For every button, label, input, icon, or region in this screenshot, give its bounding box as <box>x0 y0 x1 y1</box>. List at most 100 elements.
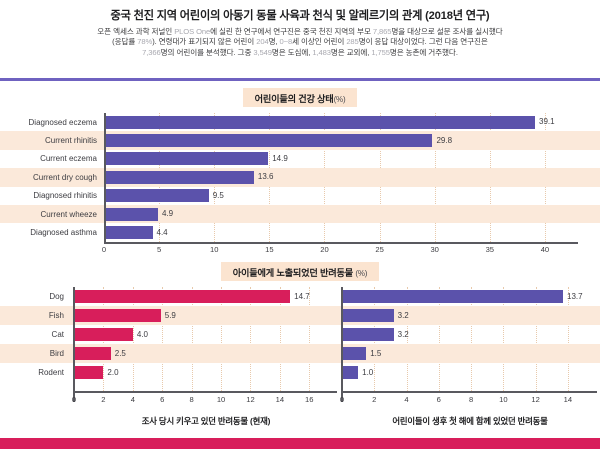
stat-response-rate: 78% <box>137 37 153 47</box>
chart1-plot-area: Diagnosed eczema 39.1 Current rhinitis 29.8… <box>0 113 600 244</box>
chart1-category-label: Current eczema <box>40 154 97 164</box>
chart2-gridline <box>438 287 440 391</box>
chart2-tick-label: 0 <box>339 395 345 404</box>
chart1-bar <box>104 225 153 239</box>
chart2-tick-label: 14 <box>275 395 285 404</box>
chart2-value-label: 1.0 <box>362 367 374 377</box>
chart1-bar-row: Diagnosed asthma 4.4 <box>0 223 600 241</box>
chart1-bar <box>104 133 433 147</box>
chart2-bar-row: Fish 5.9 3.2 <box>0 306 600 325</box>
chart2-tick-label: 14 <box>563 395 573 404</box>
chart2-bar <box>74 309 161 322</box>
subtitle-text: 명은 도심에, <box>271 47 313 57</box>
chart2-panel-first-year-pets: 1.5 <box>340 344 600 363</box>
subtitle-line-1: 오픈 엑세스 과학 저널인 PLOS One에 실린 한 연구에서 연구진은 중… <box>18 27 582 37</box>
chart2-banner-wrap: 아이들에게 노출되었던 반려동물 (%) <box>0 262 600 281</box>
page-title: 중국 천진 지역 어린이의 아동기 동물 사육과 천식 및 알레르기의 관계 (… <box>110 10 490 22</box>
chart2-bar-row: Rodent 2.0 1.0 <box>0 363 600 382</box>
chart2-tick-label: 2 <box>372 395 377 404</box>
chart2-bar-row: Bird 2.5 1.5 <box>0 344 600 363</box>
chart2-value-label: 4.0 <box>136 329 148 339</box>
chart2-x-axis <box>73 391 337 393</box>
chart1-bar-row: Current wheeze 4.9 <box>0 204 600 224</box>
chart1-tick-label: 15 <box>265 245 274 254</box>
chart2-unit: (%) <box>355 268 368 278</box>
chart2-panel-current-pets: 14.7 <box>72 287 340 306</box>
header: 중국 천진 지역 어린이의 아동기 동물 사육과 천식 및 알레르기의 관계 (… <box>0 0 600 58</box>
chart1-unit: (%) <box>333 94 346 104</box>
chart1-bar <box>104 152 269 166</box>
stat-suburban: 1,483 <box>312 47 331 57</box>
stat-over-age: 285 <box>346 37 359 47</box>
subtitle-text: 명, <box>268 37 280 47</box>
chart1-category-label: Current dry cough <box>32 172 97 182</box>
stat-rural: 1,755 <box>371 47 390 57</box>
chart2-bar <box>74 366 104 379</box>
chart2-tick-label: 4 <box>404 395 409 404</box>
chart2-title-banner: 아이들에게 노출되었던 반려동물 (%) <box>220 262 380 281</box>
chart2-tick-label: 6 <box>436 395 441 404</box>
chart2-panel-current-pets: 4.0 <box>72 325 340 344</box>
chart2-tick-label: 0 <box>71 395 77 404</box>
chart2-gridline <box>406 287 408 391</box>
chart2-value-label: 3.2 <box>397 329 409 339</box>
chart2-tick-label: 10 <box>499 395 508 404</box>
chart2-tick-label: 6 <box>160 395 165 404</box>
chart2-tick-label: 10 <box>216 395 226 404</box>
chart2-tick-label: 16 <box>305 395 314 404</box>
chart2-plot-area: Dog 14.7 13.7 Fish 5.9 3.2 Cat 4.0 3.2 Bird 2.5 1.5… <box>0 287 600 426</box>
chart2-bar-row: Dog 14.7 13.7 <box>0 287 600 306</box>
chart1-x-axis <box>104 242 578 244</box>
subtitle-text: 에 실린 한 연구에서 연구진은 중국 천진 지역의 부모 <box>210 27 373 36</box>
subtitle-text: 오픈 엑세스 과학 저널인 <box>97 27 175 36</box>
chart2-title: 아이들에게 노출되었던 반려동물 <box>232 267 354 278</box>
chart1-bar-row: Current eczema 14.9 <box>0 150 600 168</box>
chart1-value-label: 39.1 <box>539 117 555 127</box>
chart2-tick-label: 2 <box>101 395 106 404</box>
chart2-bar <box>74 347 111 360</box>
chart1-tick-label: 25 <box>375 245 384 254</box>
chart2-gridline <box>191 287 193 391</box>
chart1-category-label: Current wheeze <box>40 209 97 219</box>
stat-unknown-age: 204 <box>256 37 269 47</box>
chart2-category-label: Fish <box>48 311 64 320</box>
subtitle-text: 명은 농촌에 거주했다. <box>389 47 458 57</box>
chart1-tick-label: 30 <box>430 245 439 254</box>
chart2-tick-label: 4 <box>130 395 135 404</box>
chart1-value-label: 29.8 <box>436 135 453 145</box>
subtitle-line-3: 7,366명의 어린이를 분석했다. 그중 3,549명은 도심에, 1,483… <box>18 48 582 58</box>
chart1-category-label: Diagnosed rhinitis <box>33 191 97 201</box>
chart1-category-label: Diagnosed eczema <box>28 117 97 127</box>
divider-bottom <box>0 438 600 449</box>
chart2-panel-current-pets: 2.0 <box>72 363 340 382</box>
chart2-panel-first-year-pets: 1.0 <box>340 363 600 382</box>
chart-health-status: 어린이들의 건강 상태(%) Diagnosed eczema 39.1 Curre… <box>0 88 600 256</box>
journal-name: PLOS One <box>174 27 211 36</box>
chart1-tick-label: 10 <box>209 245 219 254</box>
chart1-bar-row: Current rhinitis 29.8 <box>0 131 600 150</box>
chart1-value-label: 4.4 <box>156 227 168 237</box>
chart2-value-label: 2.5 <box>114 348 126 358</box>
chart2-bar-row: Cat 4.0 3.2 <box>0 325 600 344</box>
chart2-gridline <box>535 287 537 391</box>
chart1-title: 어린이들의 건강 상태 <box>254 93 334 104</box>
stat-age-range: 0~8 <box>279 37 293 47</box>
subtitle-text: (응답률 <box>112 37 138 47</box>
chart2-panel-first-year-pets: 13.7 <box>340 287 600 306</box>
chart1-category-label: Diagnosed asthma <box>30 228 97 238</box>
chart1-tick-label: 5 <box>156 245 162 254</box>
chart2-bar <box>342 309 394 322</box>
chart2-category-label: Dog <box>49 292 64 301</box>
chart2-category-label: Rodent <box>38 368 64 377</box>
chart1-value-label: 14.9 <box>272 153 288 163</box>
subtitle-text: 세 이상인 어린이 <box>292 37 347 47</box>
chart1-bar <box>104 170 254 184</box>
chart2-panel-caption: 조사 당시 키우고 있던 반려동물 (현재) <box>141 416 271 426</box>
chart1-title-banner: 어린이들의 건강 상태(%) <box>242 88 358 107</box>
chart1-bar-track: 29.8 <box>104 131 600 149</box>
chart2-value-label: 3.2 <box>397 310 409 320</box>
chart1-bar <box>104 189 209 203</box>
chart2-bar <box>74 290 291 303</box>
chart2-panel-first-year-pets: 3.2 <box>340 306 600 325</box>
